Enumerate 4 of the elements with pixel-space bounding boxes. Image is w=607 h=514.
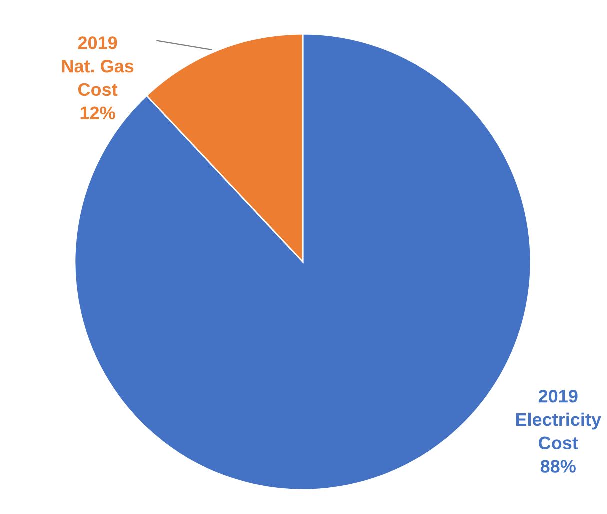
- data-label: 12%: [80, 106, 116, 120]
- data-label: 88%: [540, 460, 576, 473]
- slice-label: 2019 Electricity Cost: [516, 390, 602, 450]
- slice-label: 2019 Nat. Gas Cost: [62, 36, 134, 96]
